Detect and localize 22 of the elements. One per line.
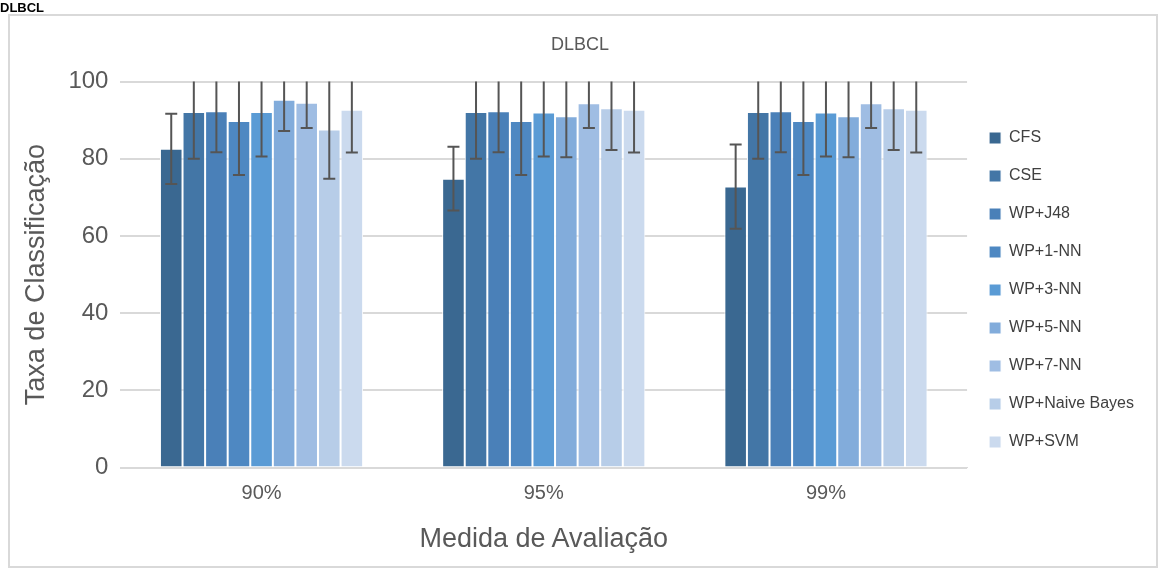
- x-tick-label: 95%: [523, 481, 564, 504]
- chart-title: DLBCL: [0, 0, 46, 15]
- x-axis-title: Medida de Avaliação: [419, 523, 669, 554]
- y-tick-label: 80: [81, 143, 109, 171]
- legend-label: CSE: [1009, 166, 1042, 184]
- legend-label: WP+SVM: [1009, 432, 1079, 450]
- y-tick-label: 20: [81, 375, 109, 403]
- legend-label: WP+5-NN: [1009, 318, 1082, 336]
- y-tick-label: 0: [95, 452, 109, 480]
- x-tick-label: 99%: [805, 481, 847, 504]
- chart-subtitle: DLBCL: [550, 33, 610, 54]
- y-tick-label: 40: [81, 297, 109, 325]
- y-tick-label: 60: [81, 220, 109, 248]
- legend-label: WP+7-NN: [1009, 356, 1082, 374]
- legend-label: CFS: [1009, 128, 1042, 146]
- legend-label: WP+Naive Bayes: [1009, 394, 1134, 412]
- legend-label: WP+J48: [1009, 204, 1071, 222]
- x-tick-label: 90%: [241, 481, 282, 504]
- legend-label: WP+3-NN: [1009, 280, 1082, 298]
- y-tick-label: 100: [68, 66, 109, 94]
- y-axis-title: Taxa de Classificação: [19, 144, 50, 406]
- legend-label: WP+1-NN: [1009, 242, 1082, 260]
